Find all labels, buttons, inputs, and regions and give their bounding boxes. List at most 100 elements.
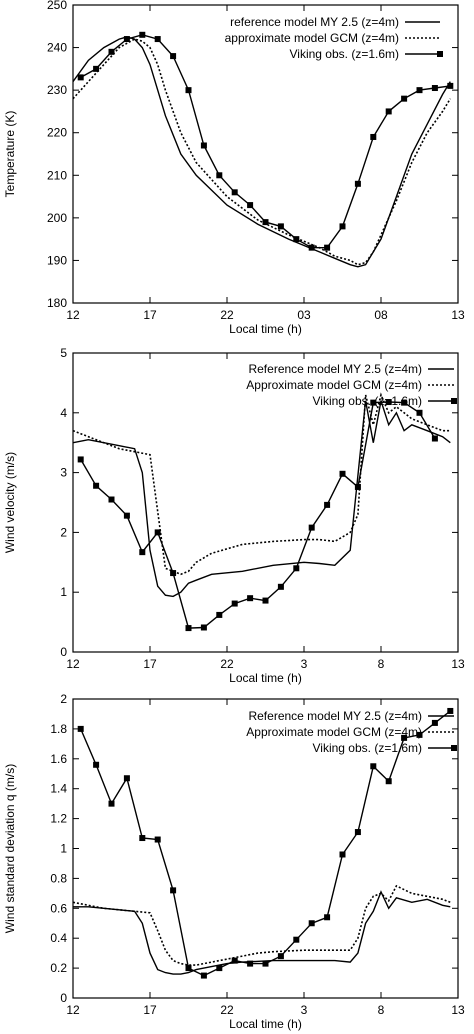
data-point-marker <box>185 965 192 972</box>
data-point-marker <box>354 829 361 836</box>
data-point-marker <box>231 600 238 607</box>
data-point-marker <box>293 236 300 243</box>
y-tick-label: 240 <box>47 41 67 55</box>
data-point-marker <box>401 95 408 102</box>
data-point-marker <box>262 597 269 604</box>
y-tick-label: 210 <box>47 168 67 182</box>
y-tick-label: 250 <box>47 0 67 12</box>
data-point-marker <box>308 524 315 531</box>
x-tick-label: 03 <box>297 308 311 322</box>
data-point-marker <box>339 851 346 858</box>
legend-label: Viking obs. (z=1.6m) <box>313 741 423 755</box>
data-point-marker <box>339 223 346 230</box>
series-line-2 <box>73 884 451 966</box>
legend-label: reference model MY 2.5 (z=4m) <box>230 15 399 29</box>
x-axis-label: Local time (h) <box>229 671 302 685</box>
chart-panel-3: 0 0.2 0.4 0.6 0.8 1 1.2 1.4 1.6 1.8 2 12 17 22 3 8 13 Loc… <box>3 692 465 1031</box>
data-point-marker <box>262 960 269 967</box>
data-point-marker <box>216 611 223 618</box>
x-tick-label: 13 <box>451 308 465 322</box>
legend-label: Viking obs. (z=1.6m) <box>290 47 400 61</box>
series-line-3 <box>80 34 451 249</box>
data-point-marker <box>139 31 146 38</box>
data-point-marker <box>370 399 377 406</box>
plot-frame <box>72 4 459 304</box>
data-point-marker <box>170 887 177 894</box>
x-tick-label: 08 <box>374 308 388 322</box>
data-point-marker <box>324 501 331 508</box>
y-tick-label: 1.8 <box>50 722 67 736</box>
data-point-marker <box>385 778 392 785</box>
series-line-2 <box>73 38 451 266</box>
data-point-marker <box>385 399 392 406</box>
legend-label: Viking obs. (z=1.6m) <box>313 394 423 408</box>
y-tick-label: 190 <box>47 253 67 267</box>
x-tick-label: 22 <box>220 308 234 322</box>
series-line-3 <box>80 401 436 629</box>
series-line-1 <box>73 400 451 598</box>
y-tick-label: 1.4 <box>50 782 67 796</box>
x-tick-label: 13 <box>451 1003 465 1017</box>
data-point-marker <box>216 172 223 179</box>
legend-label: Reference model MY 2.5 (z=4m) <box>248 709 422 723</box>
data-point-marker <box>93 65 100 72</box>
legend-label: Approximate model GCM (z=4m) <box>246 725 422 739</box>
legend-label: approximate model GCM (z=4m) <box>225 31 399 45</box>
x-tick-label: 12 <box>66 1003 80 1017</box>
data-point-marker <box>385 108 392 115</box>
data-point-marker <box>416 731 423 738</box>
data-point-marker <box>216 965 223 972</box>
y-tick-label: 1 <box>60 585 67 599</box>
data-point-marker <box>262 219 269 226</box>
legend-marker-sample <box>451 745 457 751</box>
data-point-marker <box>308 920 315 927</box>
data-point-marker <box>416 409 423 416</box>
x-tick-label: 12 <box>66 308 80 322</box>
data-point-marker <box>139 549 146 556</box>
data-point-marker <box>154 36 161 43</box>
x-tick-label: 22 <box>220 1003 234 1017</box>
data-point-marker <box>401 734 408 741</box>
data-point-marker <box>324 244 331 251</box>
data-point-marker <box>93 761 100 768</box>
data-point-marker <box>431 435 438 442</box>
data-point-marker <box>123 36 130 43</box>
x-tick-label: 22 <box>220 657 234 671</box>
y-tick-label: 220 <box>47 126 67 140</box>
data-point-marker <box>293 936 300 943</box>
chart-panel-1: 180 190 200 210 220 230 240 250 12 17 22 03 08 13 Loca… <box>3 0 465 336</box>
data-point-marker <box>431 719 438 726</box>
y-tick-label: 0.6 <box>50 901 67 915</box>
data-point-marker <box>108 48 115 55</box>
legend-label: Approximate model GCM (z=4m) <box>246 378 422 392</box>
data-point-marker <box>108 800 115 807</box>
data-point-marker <box>308 244 315 251</box>
y-axis-label: Temperature (K) <box>3 111 17 198</box>
data-point-marker <box>293 565 300 572</box>
data-point-marker <box>185 87 192 94</box>
x-tick-label: 8 <box>378 657 385 671</box>
data-point-marker <box>370 763 377 770</box>
y-tick-label: 4 <box>60 406 67 420</box>
data-point-marker <box>277 223 284 230</box>
y-tick-label: 1 <box>60 842 67 856</box>
series-line-2 <box>73 392 451 576</box>
data-point-marker <box>247 595 254 602</box>
data-point-marker <box>231 189 238 196</box>
data-point-marker <box>324 914 331 921</box>
y-tick-label: 1.6 <box>50 752 67 766</box>
data-point-marker <box>93 482 100 489</box>
y-tick-label: 0.2 <box>50 961 67 975</box>
y-tick-label: 3 <box>60 466 67 480</box>
data-point-marker <box>431 85 438 92</box>
y-axis-label: Wind standard deviation q (m/s) <box>3 764 17 933</box>
x-tick-label: 12 <box>66 657 80 671</box>
y-tick-label: 0 <box>60 991 67 1005</box>
data-point-marker <box>247 960 254 967</box>
data-point-marker <box>77 74 84 81</box>
data-point-marker <box>200 624 207 631</box>
legend-marker-sample <box>451 398 457 404</box>
data-point-marker <box>247 202 254 209</box>
